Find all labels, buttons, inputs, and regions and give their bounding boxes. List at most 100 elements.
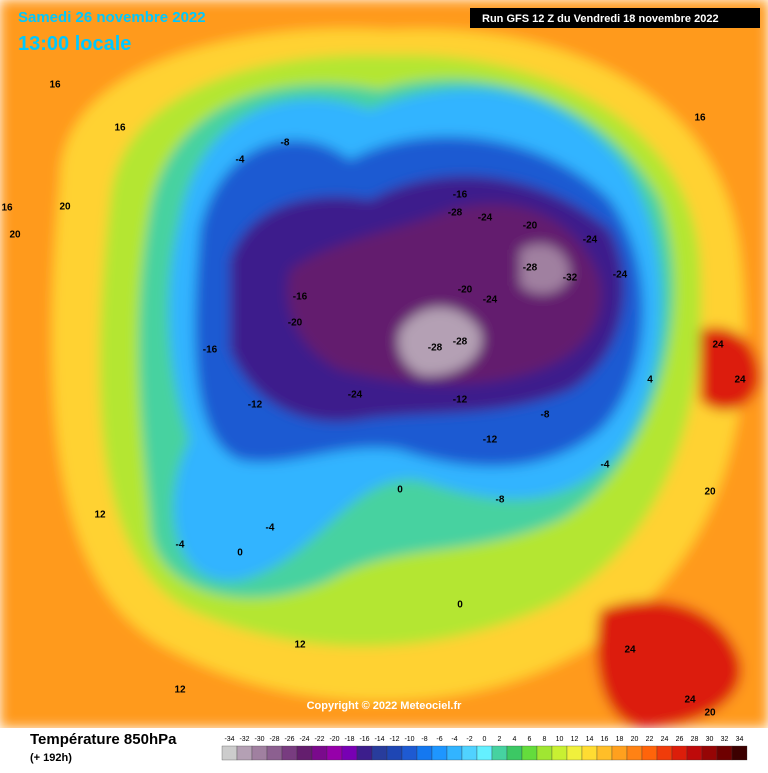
scale-swatch [716,745,733,761]
contour-label: 12 [94,510,106,521]
scale-label: 24 [661,736,669,743]
contour-label: -28 [453,337,468,348]
scale-label: -28 [269,736,279,743]
scale-label: -8 [421,736,427,743]
contour-label: 24 [712,340,724,351]
scale-label: 32 [721,736,729,743]
scale-swatch [386,745,403,761]
scale-label: 28 [691,736,699,743]
scale-label: 0 [483,736,487,743]
copyright: Copyright © 2022 Meteociel.fr [307,700,463,712]
scale-swatch [596,745,613,761]
scale-swatch [656,745,673,761]
contour-label: -24 [348,390,363,401]
scale-label: 2 [498,736,502,743]
scale-label: 30 [706,736,714,743]
scale-swatch [731,745,748,761]
contour-label: -20 [458,285,473,296]
contour-label: 0 [237,548,243,559]
contour-label: -12 [453,395,468,406]
scale-swatch [461,745,478,761]
contour-label: 20 [9,230,21,241]
contour-label: -28 [523,263,538,274]
scale-swatch [551,745,568,761]
scale-swatch [431,745,448,761]
scale-swatch [401,745,418,761]
scale-swatch [341,745,358,761]
scale-label: 20 [631,736,639,743]
scale-label: -12 [389,736,399,743]
time-label: 13:00 locale [18,33,131,55]
scale-swatch [221,745,238,761]
contour-label: -20 [523,221,538,232]
contour-label: -4 [266,523,275,534]
contour-label: 16 [49,80,61,91]
scale-swatch [251,745,268,761]
scale-label: 16 [601,736,609,743]
scale-label: 8 [543,736,547,743]
contour-label: -24 [613,270,628,281]
contour-label: -12 [483,435,498,446]
scale-label: -34 [224,736,234,743]
scale-label: 6 [528,736,532,743]
map-field [0,0,768,728]
color-scale: -34 -32 -30 -28 -26 -24 -22 -20 -18 -16 -14 -12 -10-… [221,736,748,761]
scale-swatch [641,745,658,761]
scale-label: -20 [329,736,339,743]
scale-label: 12 [571,736,579,743]
scale-swatch [356,745,373,761]
scale-label: 34 [736,736,744,743]
scale-swatch [506,745,523,761]
contour-label: 20 [704,708,716,719]
scale-label: 18 [616,736,624,743]
contour-label: 20 [704,487,716,498]
scale-swatch [671,745,688,761]
scale-label: 26 [676,736,684,743]
legend-title: Température 850hPa [30,731,177,748]
scale-label: -18 [344,736,354,743]
date-label: Samedi 26 novembre 2022 [18,9,206,26]
contour-labels: 16 16 16 20 20 -8 -4 -16 -28 -24 -20 -24 -28 -32 -24 -2… [1,80,746,719]
contour-label: -16 [293,292,308,303]
scale-swatch [371,745,388,761]
contour-label: -12 [248,400,263,411]
scale-swatch [281,745,298,761]
contour-label: 20 [59,202,71,213]
scale-swatch [236,745,253,761]
contour-label: 16 [694,113,706,124]
contour-label: 24 [684,695,696,706]
scale-swatch [296,745,313,761]
scale-label: 10 [556,736,564,743]
contour-label: -4 [236,155,245,166]
scale-swatch [686,745,703,761]
scale-label: -2 [466,736,472,743]
scale-label: 14 [586,736,594,743]
scale-swatch [566,745,583,761]
scale-swatch [446,745,463,761]
scale-label: -30 [254,736,264,743]
contour-label: -20 [288,318,303,329]
scale-swatch [701,745,718,761]
scale-swatch [416,745,433,761]
contour-label: 16 [1,203,13,214]
scale-label: -10 [404,736,414,743]
scale-swatch [266,745,283,761]
scale-label: -26 [284,736,294,743]
scale-label: -22 [314,736,324,743]
scale-label: -4 [451,736,457,743]
contour-label: -24 [483,295,498,306]
scale-swatch [581,745,598,761]
scale-swatch [311,745,328,761]
contour-label: -4 [601,460,610,471]
scale-label: -16 [359,736,369,743]
run-label: Run GFS 12 Z du Vendredi 18 novembre 202… [482,13,719,25]
scale-swatch [476,745,493,761]
contour-label: 0 [457,600,463,611]
scale-label: -6 [436,736,442,743]
scale-swatch [326,745,343,761]
contour-label: 12 [174,685,186,696]
contour-label: -24 [583,235,598,246]
contour-label: 12 [294,640,306,651]
contour-label: -16 [453,190,468,201]
